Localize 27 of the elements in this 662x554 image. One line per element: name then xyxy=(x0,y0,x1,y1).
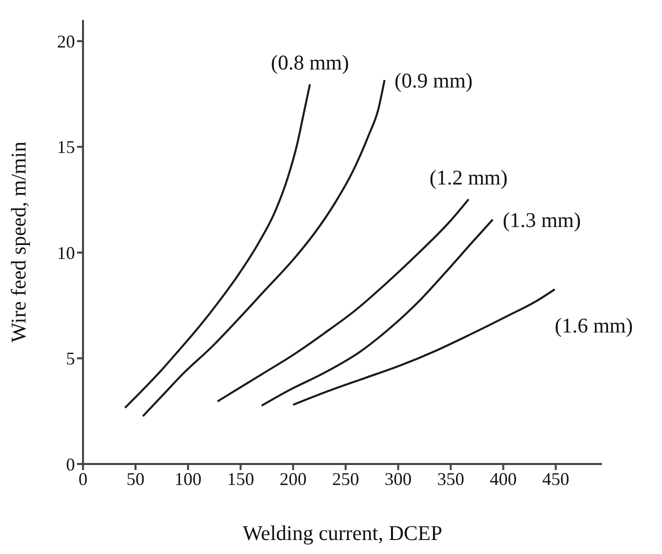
x-tick-label: 200 xyxy=(280,468,307,489)
x-tick-label: 100 xyxy=(174,468,202,489)
series-label: (0.8 mm) xyxy=(270,50,350,75)
line-series xyxy=(260,218,494,407)
x-tick-label: 300 xyxy=(384,468,412,489)
x-tick-label: 50 xyxy=(126,468,145,489)
series-label: (1.6 mm) xyxy=(554,314,633,338)
y-tick-label: 10 xyxy=(57,242,75,263)
series-label: (0.9 mm) xyxy=(394,68,473,92)
line-series xyxy=(124,83,311,409)
x-tick-label: 150 xyxy=(227,468,254,489)
series-label: (1.2 mm) xyxy=(429,166,508,190)
y-tick-label: 0 xyxy=(66,454,75,474)
line-series xyxy=(216,198,470,402)
line-series xyxy=(292,288,556,406)
x-axis-title: Welding current, DCEP xyxy=(242,521,442,545)
y-tick-label: 20 xyxy=(57,32,75,52)
x-tick-label: 0 xyxy=(78,468,88,489)
x-tick-label: 450 xyxy=(542,468,570,489)
y-axis-title: Wire feed speed, m/min xyxy=(6,141,30,342)
y-tick-label: 5 xyxy=(66,348,75,369)
series-label: (1.3 mm) xyxy=(502,208,581,232)
x-tick-label: 400 xyxy=(490,468,517,489)
line-series xyxy=(142,79,386,418)
y-tick-label: 15 xyxy=(57,137,75,158)
x-tick-label: 350 xyxy=(437,468,464,489)
x-tick-label: 250 xyxy=(332,468,360,489)
